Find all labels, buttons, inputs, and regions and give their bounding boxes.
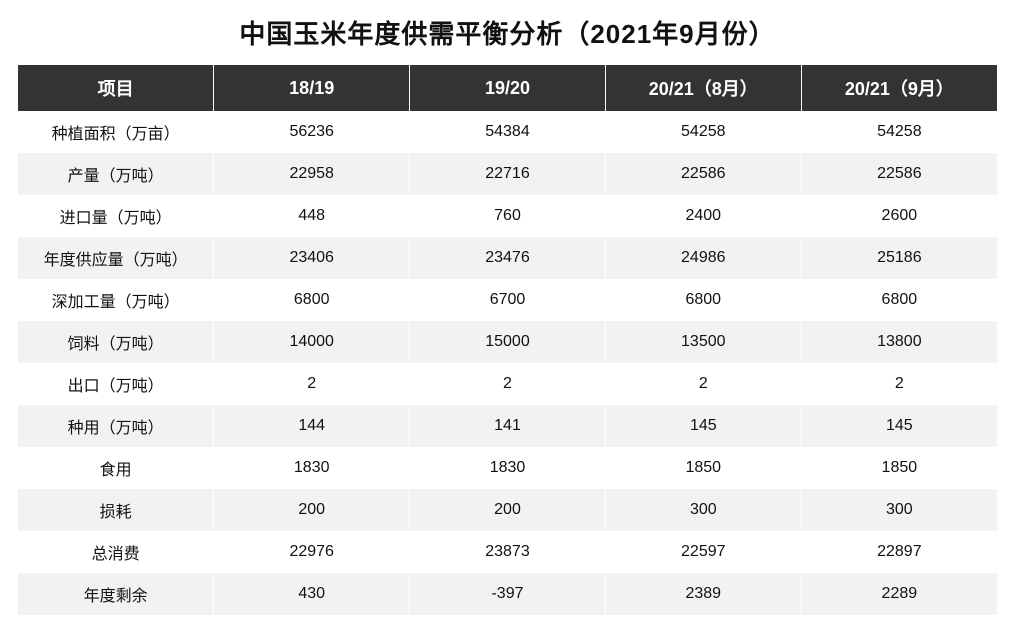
row-value: 24986 bbox=[605, 237, 801, 279]
table-row: 产量（万吨）22958227162258622586 bbox=[18, 153, 997, 195]
row-value: -397 bbox=[410, 573, 606, 615]
row-value: 760 bbox=[410, 195, 606, 237]
row-value: 54258 bbox=[605, 111, 801, 153]
row-value: 448 bbox=[214, 195, 410, 237]
row-value: 2289 bbox=[801, 573, 997, 615]
row-label: 年度供应量（万吨） bbox=[18, 237, 214, 279]
row-value: 145 bbox=[605, 405, 801, 447]
table-row: 年度剩余430-39723892289 bbox=[18, 573, 997, 615]
table-body: 种植面积（万亩）56236543845425854258产量（万吨）229582… bbox=[18, 111, 997, 615]
table-row: 深加工量（万吨）6800670068006800 bbox=[18, 279, 997, 321]
row-value: 22897 bbox=[801, 531, 997, 573]
row-value: 14000 bbox=[214, 321, 410, 363]
row-value: 6800 bbox=[605, 279, 801, 321]
row-value: 22586 bbox=[605, 153, 801, 195]
row-value: 6800 bbox=[214, 279, 410, 321]
row-value: 200 bbox=[410, 489, 606, 531]
row-value: 15000 bbox=[410, 321, 606, 363]
table-row: 总消费22976238732259722897 bbox=[18, 531, 997, 573]
table-row: 出口（万吨）2222 bbox=[18, 363, 997, 405]
row-value: 25186 bbox=[801, 237, 997, 279]
row-value: 2 bbox=[605, 363, 801, 405]
row-label: 种植面积（万亩） bbox=[18, 111, 214, 153]
row-value: 2 bbox=[801, 363, 997, 405]
col-header-2: 19/20 bbox=[410, 65, 606, 111]
row-value: 22586 bbox=[801, 153, 997, 195]
row-value: 2389 bbox=[605, 573, 801, 615]
row-label: 深加工量（万吨） bbox=[18, 279, 214, 321]
row-label: 进口量（万吨） bbox=[18, 195, 214, 237]
row-value: 13500 bbox=[605, 321, 801, 363]
table-row: 进口量（万吨）44876024002600 bbox=[18, 195, 997, 237]
row-value: 6700 bbox=[410, 279, 606, 321]
row-value: 22597 bbox=[605, 531, 801, 573]
row-value: 2 bbox=[214, 363, 410, 405]
table-row: 饲料（万吨）14000150001350013800 bbox=[18, 321, 997, 363]
page-title: 中国玉米年度供需平衡分析（2021年9月份） bbox=[18, 14, 997, 51]
col-header-3: 20/21（8月） bbox=[605, 65, 801, 111]
col-header-1: 18/19 bbox=[214, 65, 410, 111]
row-value: 54384 bbox=[410, 111, 606, 153]
table-head: 项目18/1919/2020/21（8月）20/21（9月） bbox=[18, 65, 997, 111]
row-value: 23406 bbox=[214, 237, 410, 279]
row-value: 23873 bbox=[410, 531, 606, 573]
row-value: 300 bbox=[605, 489, 801, 531]
row-value: 300 bbox=[801, 489, 997, 531]
row-label: 种用（万吨） bbox=[18, 405, 214, 447]
row-value: 22976 bbox=[214, 531, 410, 573]
table-row: 损耗200200300300 bbox=[18, 489, 997, 531]
row-value: 22958 bbox=[214, 153, 410, 195]
row-value: 1830 bbox=[214, 447, 410, 489]
row-value: 22716 bbox=[410, 153, 606, 195]
row-value: 54258 bbox=[801, 111, 997, 153]
table-row: 种植面积（万亩）56236543845425854258 bbox=[18, 111, 997, 153]
row-value: 2600 bbox=[801, 195, 997, 237]
row-value: 2400 bbox=[605, 195, 801, 237]
table-row: 种用（万吨）144141145145 bbox=[18, 405, 997, 447]
row-value: 145 bbox=[801, 405, 997, 447]
row-value: 56236 bbox=[214, 111, 410, 153]
row-label: 出口（万吨） bbox=[18, 363, 214, 405]
row-label: 总消费 bbox=[18, 531, 214, 573]
row-value: 23476 bbox=[410, 237, 606, 279]
row-label: 饲料（万吨） bbox=[18, 321, 214, 363]
row-label: 产量（万吨） bbox=[18, 153, 214, 195]
row-label: 食用 bbox=[18, 447, 214, 489]
row-label: 年度剩余 bbox=[18, 573, 214, 615]
row-label: 损耗 bbox=[18, 489, 214, 531]
row-value: 13800 bbox=[801, 321, 997, 363]
row-value: 144 bbox=[214, 405, 410, 447]
table-row: 食用1830183018501850 bbox=[18, 447, 997, 489]
row-value: 2 bbox=[410, 363, 606, 405]
row-value: 1850 bbox=[605, 447, 801, 489]
row-value: 200 bbox=[214, 489, 410, 531]
table-row: 年度供应量（万吨）23406234762498625186 bbox=[18, 237, 997, 279]
row-value: 1830 bbox=[410, 447, 606, 489]
row-value: 6800 bbox=[801, 279, 997, 321]
col-header-0: 项目 bbox=[18, 65, 214, 111]
row-value: 141 bbox=[410, 405, 606, 447]
row-value: 1850 bbox=[801, 447, 997, 489]
table-header-row: 项目18/1919/2020/21（8月）20/21（9月） bbox=[18, 65, 997, 111]
col-header-4: 20/21（9月） bbox=[801, 65, 997, 111]
balance-table: 项目18/1919/2020/21（8月）20/21（9月） 种植面积（万亩）5… bbox=[18, 65, 997, 615]
row-value: 430 bbox=[214, 573, 410, 615]
